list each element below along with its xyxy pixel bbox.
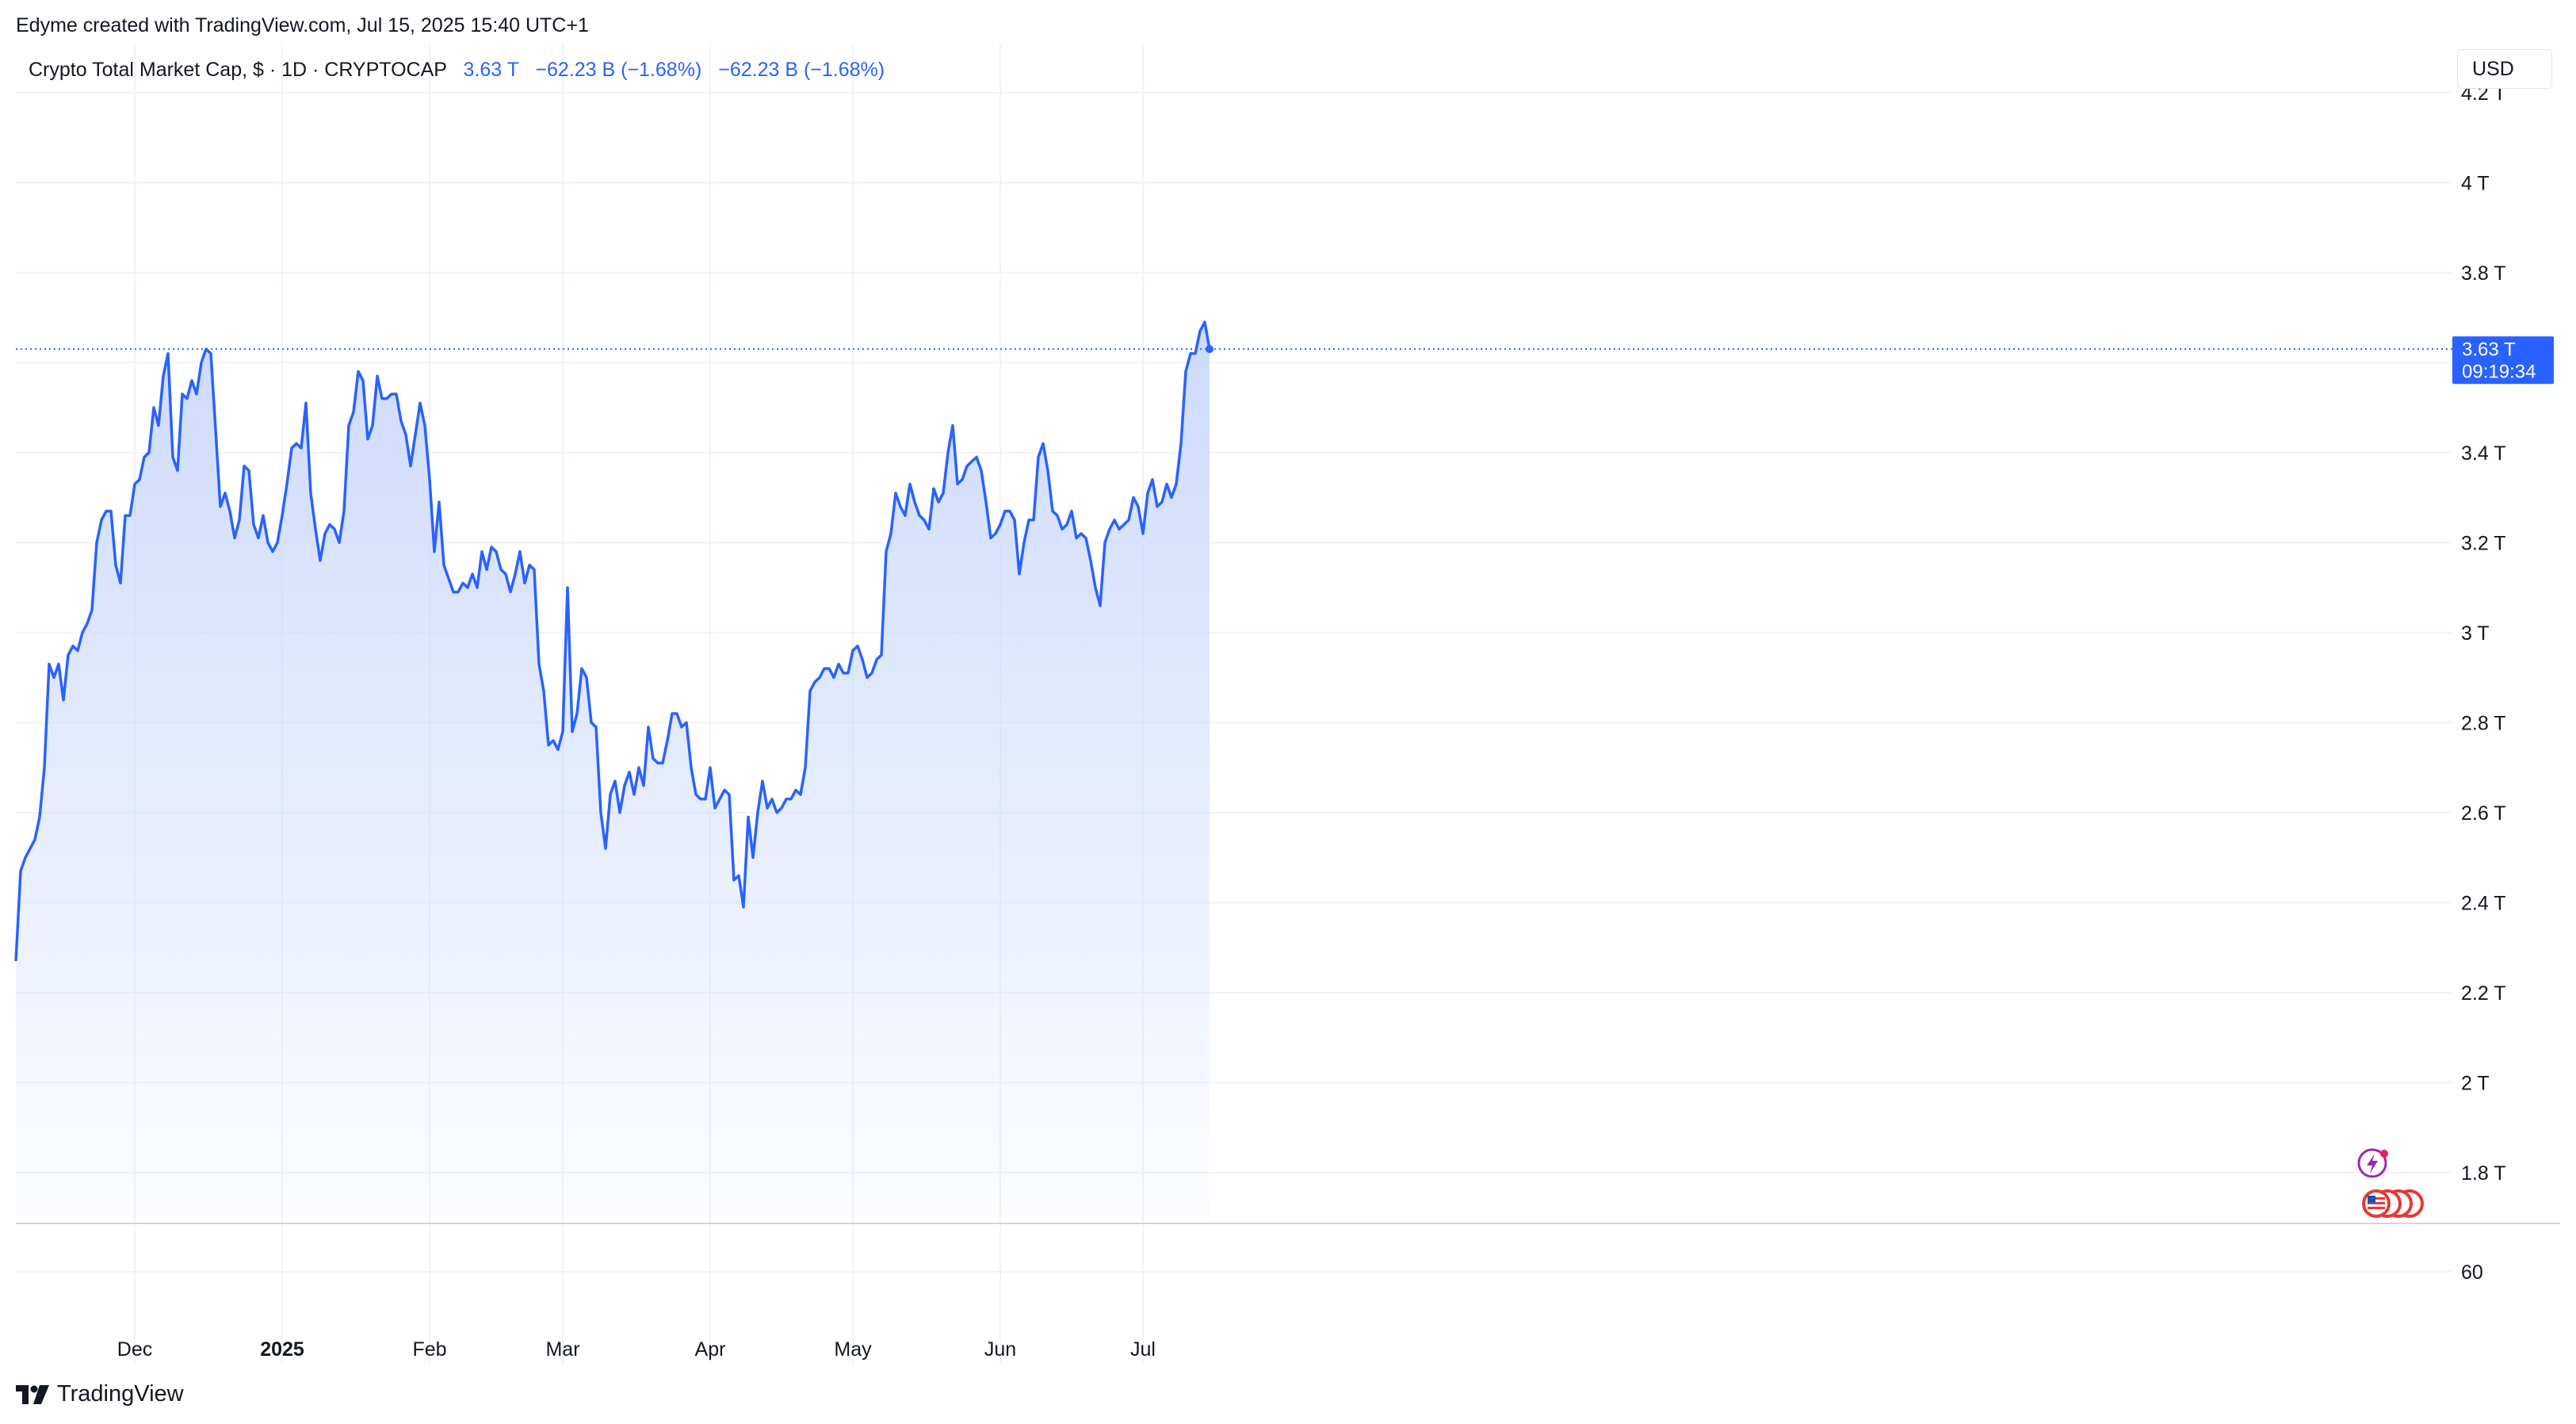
price-tag-value: 3.63 T: [2462, 339, 2516, 360]
x-tick-label: May: [834, 1338, 872, 1361]
tradingview-logo[interactable]: TradingView: [16, 1381, 184, 1407]
lower-pane-tick-label: 60: [2461, 1261, 2483, 1284]
x-tick-label: Apr: [695, 1338, 726, 1361]
tradingview-brand: TradingView: [57, 1381, 184, 1407]
price-tag: [2452, 336, 2554, 385]
tradingview-logo-icon: [16, 1384, 49, 1404]
x-tick-label: Dec: [117, 1338, 152, 1361]
price-tag-countdown: 09:19:34: [2462, 361, 2536, 382]
change-value-secondary: −62.23 B (−1.68%): [718, 59, 885, 81]
x-tick-label: Feb: [412, 1338, 446, 1361]
attribution-text: Edyme created with TradingView.com, Jul …: [16, 14, 589, 36]
y-tick-label: 2.2 T: [2461, 982, 2506, 1005]
symbol-legend: Crypto Total Market Cap, $ · 1D · CRYPTO…: [29, 59, 885, 82]
area-fill-path: [16, 322, 1210, 1224]
y-tick-label: 3.8 T: [2461, 262, 2506, 285]
y-tick-label: 3.2 T: [2461, 532, 2506, 554]
price-line: [14, 320, 1211, 962]
change-value: −62.23 B (−1.68%): [535, 59, 702, 81]
y-tick-label: 1.8 T: [2461, 1162, 2506, 1185]
y-tick-label: 3.4 T: [2461, 442, 2506, 465]
x-tick-label: Jul: [1130, 1338, 1156, 1361]
symbol-title[interactable]: Crypto Total Market Cap, $ · 1D · CRYPTO…: [29, 59, 447, 81]
event-icons: [2357, 1148, 2424, 1218]
last-value: 3.63 T: [463, 59, 519, 81]
y-tick-label: 2.8 T: [2461, 712, 2506, 734]
x-tick-label: 2025: [260, 1338, 304, 1361]
x-tick-label: Jun: [984, 1338, 1016, 1361]
y-tick-label: 2 T: [2461, 1072, 2490, 1094]
us-flag-event-icon[interactable]: [2362, 1189, 2424, 1218]
last-price-dot: [1206, 345, 1213, 354]
y-tick-label: 4 T: [2461, 172, 2490, 194]
currency-button[interactable]: USD: [2457, 49, 2552, 89]
last-price-marker: 3.63 T09:19:34: [16, 336, 2554, 385]
lightning-icon[interactable]: [2357, 1148, 2388, 1178]
y-tick-label: 2.6 T: [2461, 802, 2506, 825]
price-line-series: [14, 320, 1211, 962]
x-tick-label: Mar: [545, 1338, 579, 1361]
y-tick-label: 3 T: [2461, 622, 2490, 645]
y-tick-label: 2.4 T: [2461, 892, 2506, 914]
area-fill: [16, 322, 1210, 1224]
